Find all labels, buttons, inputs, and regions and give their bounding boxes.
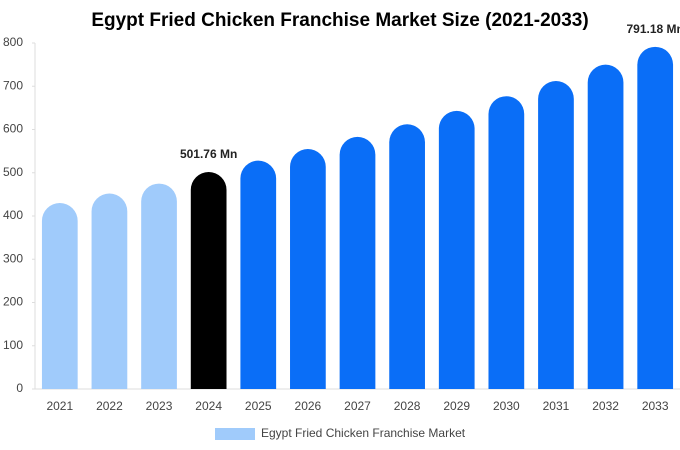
x-tick-label: 2021 <box>46 399 73 413</box>
x-tick-label: 2025 <box>245 399 272 413</box>
legend-swatch <box>215 428 255 440</box>
bar <box>587 64 624 389</box>
data-label: 501.76 Mn <box>180 147 237 161</box>
bar <box>488 96 525 389</box>
x-tick-label: 2024 <box>195 399 222 413</box>
bar <box>538 81 574 389</box>
y-tick-label: 800 <box>3 35 23 49</box>
y-tick-label: 500 <box>3 165 23 179</box>
chart-title: Egypt Fried Chicken Franchise Market Siz… <box>91 10 588 31</box>
bar <box>141 183 177 389</box>
x-tick-label: 2022 <box>96 399 123 413</box>
y-tick-label: 300 <box>3 251 23 265</box>
bar <box>190 171 227 389</box>
x-tick-label: 2029 <box>443 399 470 413</box>
y-tick-label: 100 <box>3 338 23 352</box>
y-tick-label: 0 <box>16 381 23 395</box>
bar <box>91 193 128 389</box>
x-tick-label: 2026 <box>295 399 322 413</box>
y-tick-label: 600 <box>3 122 23 136</box>
bar <box>41 203 78 389</box>
data-label: 791.18 Mn <box>627 22 680 36</box>
bar <box>290 148 326 389</box>
x-tick-label: 2027 <box>344 399 371 413</box>
x-tick-label: 2030 <box>493 399 520 413</box>
bar <box>438 110 475 389</box>
legend-label: Egypt Fried Chicken Franchise Market <box>261 426 466 440</box>
bar <box>339 136 376 389</box>
y-tick-label: 400 <box>3 208 23 222</box>
bar <box>389 124 425 389</box>
x-tick-label: 2028 <box>394 399 421 413</box>
x-tick-label: 2033 <box>642 399 669 413</box>
y-tick-label: 200 <box>3 295 23 309</box>
x-tick-label: 2031 <box>543 399 570 413</box>
bar <box>240 160 277 389</box>
x-tick-label: 2032 <box>592 399 619 413</box>
x-tick-label: 2023 <box>146 399 173 413</box>
bar <box>637 46 674 390</box>
y-tick-label: 700 <box>3 78 23 92</box>
